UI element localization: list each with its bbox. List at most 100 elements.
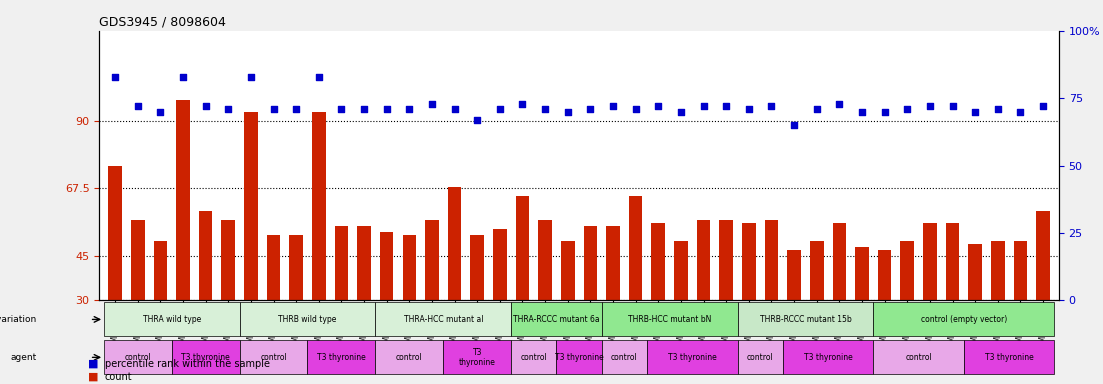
Bar: [312, 112, 325, 384]
Point: [1011, 109, 1029, 115]
Point: [604, 103, 622, 109]
Bar: [403, 235, 416, 384]
Point: [355, 106, 373, 112]
FancyBboxPatch shape: [511, 340, 556, 374]
Point: [966, 109, 984, 115]
Point: [378, 106, 396, 112]
FancyBboxPatch shape: [874, 340, 964, 374]
Bar: [629, 195, 642, 384]
Text: T3 thyronine: T3 thyronine: [985, 353, 1034, 362]
Bar: [561, 240, 575, 384]
FancyBboxPatch shape: [104, 340, 172, 374]
Point: [1035, 103, 1052, 109]
Bar: [583, 225, 597, 384]
FancyBboxPatch shape: [556, 340, 602, 374]
Bar: [425, 220, 439, 384]
Point: [219, 106, 237, 112]
Point: [762, 103, 780, 109]
Text: GDS3945 / 8098604: GDS3945 / 8098604: [99, 15, 226, 28]
FancyBboxPatch shape: [602, 302, 738, 336]
FancyBboxPatch shape: [738, 340, 783, 374]
Bar: [176, 100, 190, 384]
Bar: [810, 240, 824, 384]
FancyBboxPatch shape: [375, 340, 443, 374]
FancyBboxPatch shape: [443, 340, 511, 374]
Bar: [855, 247, 869, 384]
Text: control: control: [521, 353, 547, 362]
FancyBboxPatch shape: [104, 302, 239, 336]
Bar: [131, 220, 144, 384]
FancyBboxPatch shape: [647, 340, 738, 374]
Text: THRB wild type: THRB wild type: [278, 315, 336, 324]
Point: [740, 106, 758, 112]
Text: control: control: [396, 353, 422, 362]
Text: genotype/variation: genotype/variation: [0, 315, 36, 324]
Bar: [923, 223, 936, 384]
Point: [265, 106, 282, 112]
Text: T3 thyronine: T3 thyronine: [667, 353, 717, 362]
FancyBboxPatch shape: [172, 340, 239, 374]
Bar: [1036, 210, 1050, 384]
FancyBboxPatch shape: [602, 340, 647, 374]
Text: THRA-HCC mutant al: THRA-HCC mutant al: [404, 315, 483, 324]
Bar: [764, 220, 779, 384]
Point: [333, 106, 351, 112]
Point: [196, 103, 214, 109]
Bar: [945, 223, 960, 384]
Text: THRA wild type: THRA wild type: [142, 315, 201, 324]
Text: control: control: [747, 353, 773, 362]
FancyBboxPatch shape: [375, 302, 511, 336]
Point: [514, 101, 532, 107]
FancyBboxPatch shape: [239, 302, 375, 336]
Bar: [357, 225, 371, 384]
Point: [650, 103, 667, 109]
Point: [151, 109, 169, 115]
Point: [717, 103, 735, 109]
Text: count: count: [105, 372, 132, 382]
Text: control (empty vector): control (empty vector): [921, 315, 1007, 324]
Point: [831, 101, 848, 107]
Bar: [742, 223, 756, 384]
Point: [446, 106, 463, 112]
FancyBboxPatch shape: [511, 302, 602, 336]
Point: [695, 103, 713, 109]
Bar: [652, 223, 665, 384]
Point: [491, 106, 508, 112]
Bar: [108, 166, 122, 384]
Bar: [153, 240, 168, 384]
Bar: [471, 235, 484, 384]
FancyBboxPatch shape: [738, 302, 874, 336]
Point: [536, 106, 554, 112]
Bar: [674, 240, 687, 384]
Bar: [516, 195, 529, 384]
Text: ■: ■: [88, 359, 99, 369]
Bar: [788, 250, 801, 384]
Point: [174, 73, 192, 79]
Bar: [448, 187, 461, 384]
Bar: [990, 240, 1005, 384]
Text: T3
thyronine: T3 thyronine: [459, 348, 495, 367]
Text: percentile rank within the sample: percentile rank within the sample: [105, 359, 270, 369]
Bar: [900, 240, 914, 384]
Bar: [222, 220, 235, 384]
Text: control: control: [125, 353, 151, 362]
FancyBboxPatch shape: [783, 340, 874, 374]
Point: [899, 106, 917, 112]
Text: agent: agent: [11, 353, 36, 362]
Text: control: control: [611, 353, 638, 362]
Text: T3 thyronine: T3 thyronine: [181, 353, 231, 362]
Point: [807, 106, 825, 112]
Text: T3 thyronine: T3 thyronine: [317, 353, 366, 362]
Point: [785, 122, 803, 128]
Bar: [719, 220, 733, 384]
Text: THRB-RCCC mutant 15b: THRB-RCCC mutant 15b: [760, 315, 852, 324]
FancyBboxPatch shape: [964, 340, 1054, 374]
Text: THRB-HCC mutant bN: THRB-HCC mutant bN: [628, 315, 711, 324]
Point: [853, 109, 870, 115]
Point: [129, 103, 147, 109]
Bar: [697, 220, 710, 384]
Point: [424, 101, 441, 107]
Text: ■: ■: [88, 372, 99, 382]
Point: [242, 73, 259, 79]
Bar: [833, 223, 846, 384]
